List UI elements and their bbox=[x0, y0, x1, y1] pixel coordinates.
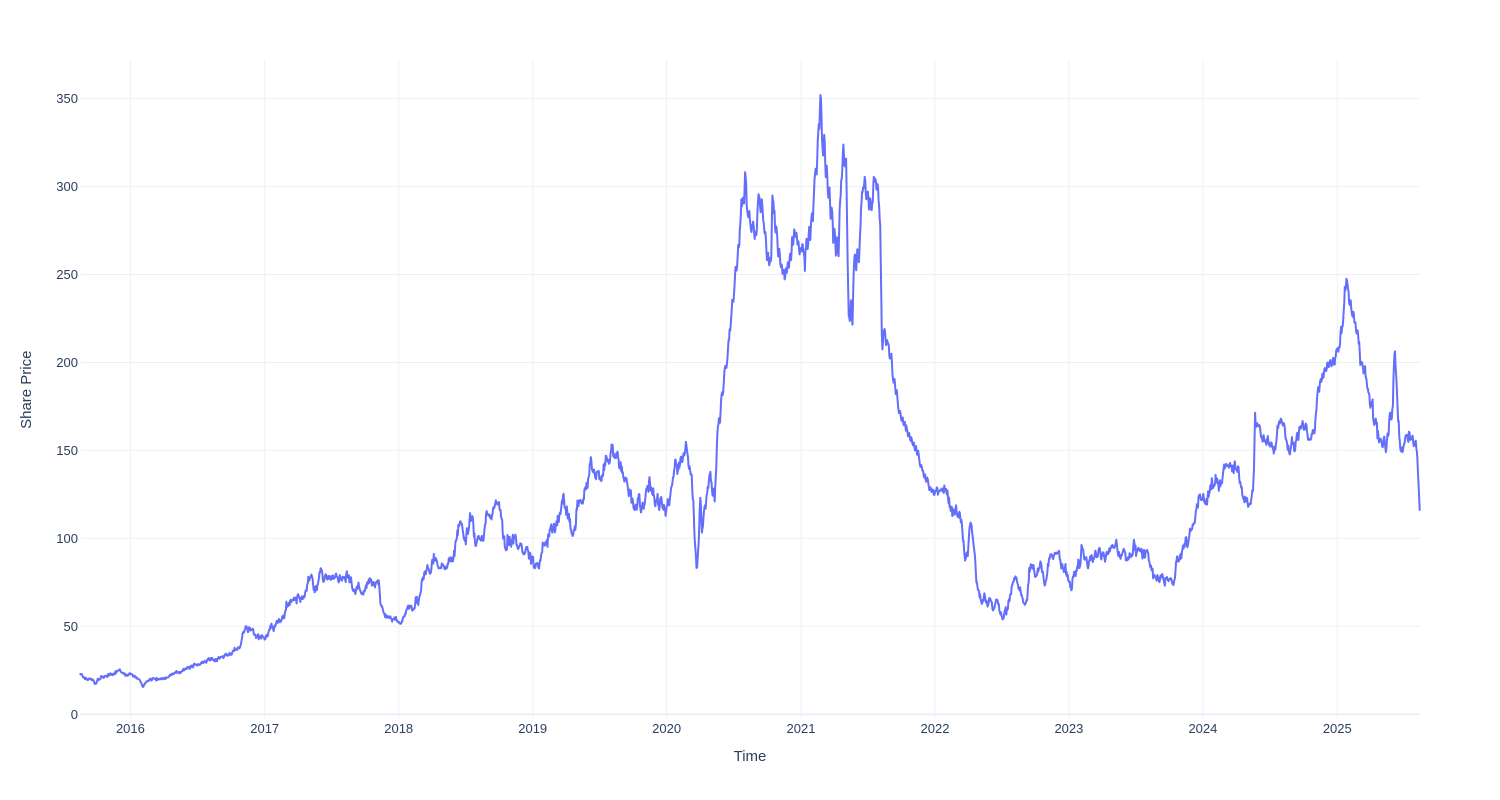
svg-text:2017: 2017 bbox=[250, 721, 279, 736]
svg-text:2020: 2020 bbox=[652, 721, 681, 736]
svg-text:2018: 2018 bbox=[384, 721, 413, 736]
svg-text:2019: 2019 bbox=[518, 721, 547, 736]
svg-text:2023: 2023 bbox=[1054, 721, 1083, 736]
svg-text:300: 300 bbox=[56, 179, 78, 194]
svg-text:2024: 2024 bbox=[1188, 721, 1217, 736]
svg-text:100: 100 bbox=[56, 531, 78, 546]
svg-text:2025: 2025 bbox=[1323, 721, 1352, 736]
svg-text:Time: Time bbox=[734, 748, 767, 765]
svg-text:Share Price: Share Price bbox=[18, 351, 35, 429]
svg-text:150: 150 bbox=[56, 443, 78, 458]
svg-text:350: 350 bbox=[56, 91, 78, 106]
svg-text:200: 200 bbox=[56, 355, 78, 370]
svg-text:250: 250 bbox=[56, 267, 78, 282]
svg-text:2016: 2016 bbox=[116, 721, 145, 736]
svg-text:2022: 2022 bbox=[921, 721, 950, 736]
svg-text:2021: 2021 bbox=[787, 721, 816, 736]
svg-text:0: 0 bbox=[71, 707, 78, 722]
svg-text:50: 50 bbox=[64, 619, 78, 634]
